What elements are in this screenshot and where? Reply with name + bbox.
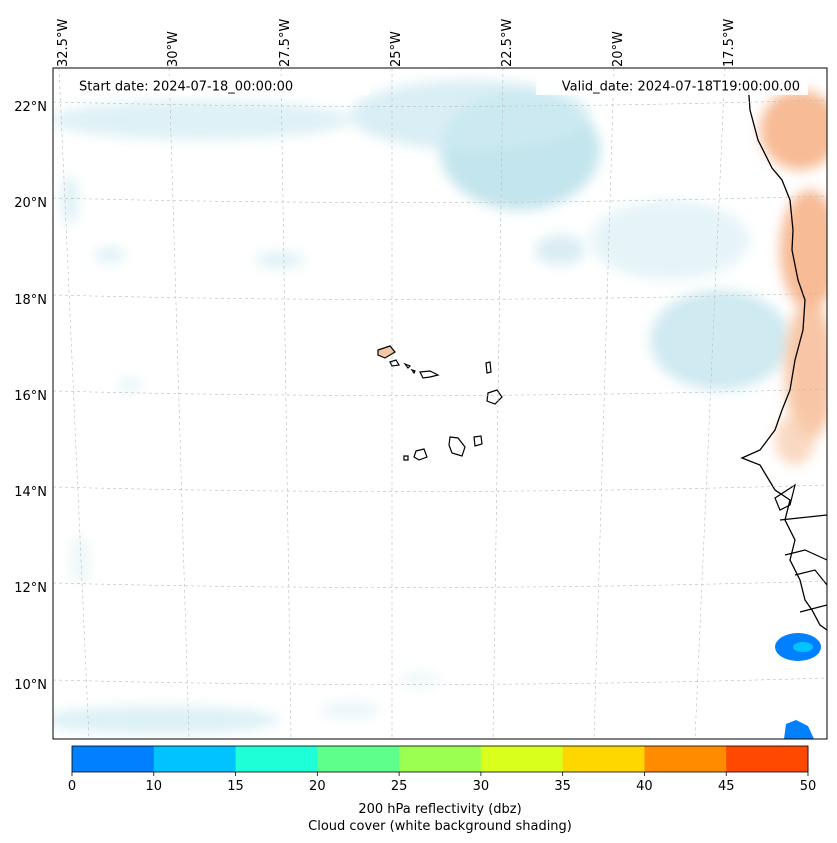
colorbar-segment xyxy=(72,746,155,772)
colorbar-segment xyxy=(153,746,237,772)
land-heat-shading xyxy=(760,90,827,465)
latitude-label: 20°N xyxy=(14,196,47,211)
colorbar-tick-label: 15 xyxy=(227,779,244,794)
colorbar-label-line2: Cloud cover (white background shading) xyxy=(308,819,572,834)
latitude-label: 16°N xyxy=(14,389,47,404)
map-content xyxy=(53,68,827,739)
colorbar-tick-label: 0 xyxy=(68,779,76,794)
longitude-label: 20°W xyxy=(611,31,626,67)
latitude-label: 22°N xyxy=(14,100,47,115)
coastline-inlet xyxy=(774,483,827,613)
start-date-box xyxy=(70,76,370,95)
latitude-label: 10°N xyxy=(14,678,47,693)
longitude-label: 25°W xyxy=(389,31,404,67)
colorbar-tick-label: 20 xyxy=(309,779,326,794)
parallel-line xyxy=(53,484,827,492)
colorbar-tick-label: 30 xyxy=(473,779,490,794)
coastline xyxy=(740,81,827,631)
meridian-line xyxy=(593,68,615,739)
parallel-line xyxy=(53,580,827,588)
colorbar-label-line1: 200 hPa reflectivity (dbz) xyxy=(358,802,521,817)
map-background xyxy=(53,68,827,739)
longitude-label: 17.5°W xyxy=(722,19,737,67)
map-frame xyxy=(52,67,828,740)
parallel-line xyxy=(53,292,827,300)
meridian-line xyxy=(280,68,292,739)
colorbar-tick-label: 10 xyxy=(146,779,163,794)
colorbar-segment xyxy=(644,746,727,772)
start-date-text: Start date: 2024-07-18_00:00:00 xyxy=(79,80,293,95)
meridian-line xyxy=(58,68,90,739)
colorbar-tick-label: 50 xyxy=(800,779,817,794)
latitude-label: 12°N xyxy=(14,581,47,596)
parallel-line xyxy=(53,99,827,107)
latitude-label: 18°N xyxy=(14,293,47,308)
colorbar-segment xyxy=(726,746,809,772)
colorbar-segment xyxy=(562,746,645,772)
longitude-label: 32.5°W xyxy=(56,19,71,67)
longitude-labels: 32.5°W 30°W 27.5°W 25°W 22.5°W 20°W 17.5°W xyxy=(56,19,737,67)
latitude-label: 14°N xyxy=(14,485,47,500)
colorbar-frame xyxy=(71,745,809,773)
parallel-line xyxy=(53,677,827,685)
colorbar: 0 10 15 20 25 30 35 40 45 50 xyxy=(68,745,817,794)
colorbar-tick-label: 40 xyxy=(636,779,653,794)
colorbar-segment xyxy=(317,746,400,772)
colorbar-segment xyxy=(399,746,482,772)
colorbar-tick-label: 25 xyxy=(391,779,408,794)
latitude-labels: 22°N 20°N 18°N 16°N 14°N 12°N 10°N xyxy=(14,100,47,693)
valid-date-box xyxy=(536,76,808,95)
colorbar-tick-label: 45 xyxy=(718,779,735,794)
longitude-label: 30°W xyxy=(166,31,181,67)
longitude-label: 22.5°W xyxy=(500,19,515,67)
colorbar-segment xyxy=(235,746,318,772)
colorbar-segment xyxy=(480,746,564,772)
reflectivity-cells xyxy=(775,633,821,739)
longitude-label: 27.5°W xyxy=(278,19,293,67)
valid-date-text: Valid_date: 2024-07-18T19:00:00.00 xyxy=(562,80,800,95)
cloud-cover-shading xyxy=(53,80,790,734)
colorbar-tick-label: 35 xyxy=(554,779,571,794)
gridlines xyxy=(53,68,827,739)
meridian-line xyxy=(168,68,190,739)
meridian-line xyxy=(694,68,726,739)
meridian-line xyxy=(492,68,504,739)
parallel-line xyxy=(53,388,827,396)
parallel-line xyxy=(53,195,827,203)
